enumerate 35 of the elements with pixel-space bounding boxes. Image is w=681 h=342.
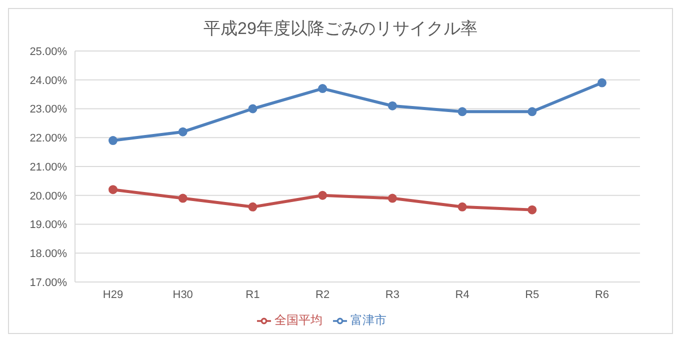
y-tick-label: 21.00% <box>30 161 68 174</box>
point <box>248 202 258 212</box>
point <box>598 78 606 88</box>
point <box>178 194 188 203</box>
point <box>528 205 537 214</box>
y-tick-label: 22.00% <box>30 132 68 145</box>
point <box>458 202 467 212</box>
x-tick-label: R6 <box>594 288 610 301</box>
point <box>248 104 258 114</box>
y-tick-label: 24.00% <box>30 74 68 87</box>
x-tick-label: R4 <box>455 288 470 301</box>
point <box>318 190 328 200</box>
point <box>108 185 118 194</box>
x-tick-label: R5 <box>525 288 540 301</box>
y-tick-label: 25.00% <box>30 46 68 58</box>
x-tick-label: R1 <box>246 288 260 301</box>
x-tick-label: R2 <box>316 288 330 301</box>
point <box>108 136 118 146</box>
y-tick-label: 23.00% <box>30 104 68 116</box>
point <box>178 127 188 136</box>
legend-label: 全国平均 <box>274 313 322 327</box>
y-tick-label: 19.00% <box>30 219 68 232</box>
legend-label: 富津市 <box>350 313 386 327</box>
point <box>388 101 397 110</box>
y-tick-label: 17.00% <box>30 276 68 289</box>
y-tick-label: 18.00% <box>30 248 68 260</box>
point <box>458 107 467 116</box>
point <box>388 194 397 203</box>
x-tick-label: R3 <box>385 288 400 301</box>
chart-title: 平成29年度以降ごみのリサイクル率 <box>202 18 478 40</box>
point <box>318 84 328 94</box>
x-tick-label: H29 <box>102 288 124 301</box>
y-tick-label: 20.00% <box>30 190 68 202</box>
x-tick-label: H30 <box>172 288 193 301</box>
point <box>528 107 537 116</box>
